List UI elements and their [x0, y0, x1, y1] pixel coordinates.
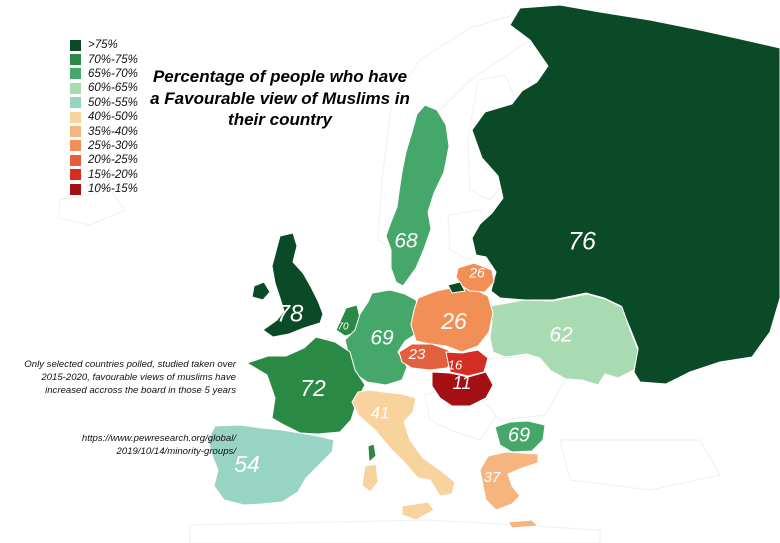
country-uk: [262, 232, 324, 338]
legend-label: >75%: [88, 39, 118, 52]
country-italy-sardinia: [361, 463, 379, 493]
value-label-russia: 76: [568, 228, 596, 256]
legend-label: 10%-15%: [88, 183, 138, 196]
value-label-uk: 78: [277, 300, 304, 327]
value-label-germany: 69: [370, 327, 394, 350]
land-turkey: [559, 439, 721, 491]
value-label-greece: 37: [484, 469, 501, 486]
legend-label: 20%-25%: [88, 154, 138, 167]
country-lithuania: [455, 262, 495, 293]
legend-swatch: [70, 183, 81, 195]
legend-item: 15%-20%: [70, 168, 138, 182]
source-link[interactable]: https://www.pewresearch.org/global/ 2019…: [81, 433, 236, 457]
country-italy-sicily: [401, 501, 435, 521]
legend-label: 65%-70%: [88, 67, 138, 80]
country-slovakia: [445, 349, 489, 377]
legend-label: 50%-55%: [88, 96, 138, 109]
legend-item: 40%-50%: [70, 110, 138, 124]
legend-item: >75%: [70, 38, 138, 52]
country-russia-kaliningrad: [447, 281, 466, 294]
country-germany: [344, 289, 421, 386]
land-iceland: [57, 189, 126, 226]
legend-swatch: [70, 82, 81, 94]
legend-item: 35%-40%: [70, 124, 138, 138]
country-italy: [351, 389, 456, 497]
land-africa: [189, 519, 601, 543]
legend-item: 20%-25%: [70, 153, 138, 167]
country-russia: [471, 4, 780, 385]
value-label-czechia: 23: [408, 346, 426, 363]
legend: >75% 70%-75% 65%-70% 60%-65% 50%-55% 40%…: [70, 38, 138, 196]
country-bulgaria: [494, 420, 546, 453]
value-label-netherlands: 70: [337, 322, 349, 333]
legend-label: 60%-65%: [88, 82, 138, 95]
legend-item: 25%-30%: [70, 139, 138, 153]
value-label-sweden: 68: [394, 230, 418, 253]
legend-label: 35%-40%: [88, 125, 138, 138]
legend-label: 15%-20%: [88, 168, 138, 181]
legend-swatch: [70, 111, 81, 123]
value-label-bulgaria: 69: [508, 424, 530, 446]
legend-swatch: [70, 54, 81, 66]
value-label-poland: 26: [440, 308, 467, 334]
legend-label: 40%-50%: [88, 111, 138, 124]
country-france-corsica: [367, 443, 377, 464]
value-label-lithuania: 26: [468, 265, 485, 281]
value-label-france: 72: [300, 375, 326, 401]
legend-swatch: [70, 39, 81, 51]
legend-swatch: [70, 68, 81, 80]
legend-swatch: [70, 126, 81, 138]
value-label-slovakia: 16: [448, 357, 463, 372]
methodology-note: Only selected countries polled, studied …: [24, 359, 236, 396]
legend-label: 25%-30%: [88, 139, 138, 152]
legend-swatch: [70, 154, 81, 166]
country-greece-crete: [507, 519, 540, 529]
legend-label: 70%-75%: [88, 53, 138, 66]
legend-item: 10%-15%: [70, 182, 138, 196]
value-label-italy: 41: [371, 403, 390, 422]
country-ukraine: [489, 293, 639, 386]
country-sweden: [385, 104, 450, 287]
legend-item: 50%-55%: [70, 96, 138, 110]
country-spain: [207, 424, 335, 506]
country-uk-northern-ireland: [251, 281, 271, 301]
value-label-ukraine: 62: [549, 324, 573, 347]
legend-swatch: [70, 140, 81, 152]
map-title: Percentage of people who have a Favourab…: [150, 67, 410, 129]
value-label-hungary: 11: [453, 373, 472, 393]
land-norway: [377, 9, 562, 251]
legend-swatch: [70, 97, 81, 109]
legend-item: 65%-70%: [70, 67, 138, 81]
legend-item: 70%-75%: [70, 52, 138, 66]
polled-countries: [207, 4, 780, 529]
value-label-spain: 54: [234, 451, 260, 477]
value-labels: 76 78 68 70 69 72 26 26 62 23 16 11 69 4…: [234, 228, 596, 486]
country-greece: [479, 451, 539, 511]
legend-item: 60%-65%: [70, 81, 138, 95]
legend-swatch: [70, 169, 81, 181]
country-hungary: [431, 371, 494, 407]
